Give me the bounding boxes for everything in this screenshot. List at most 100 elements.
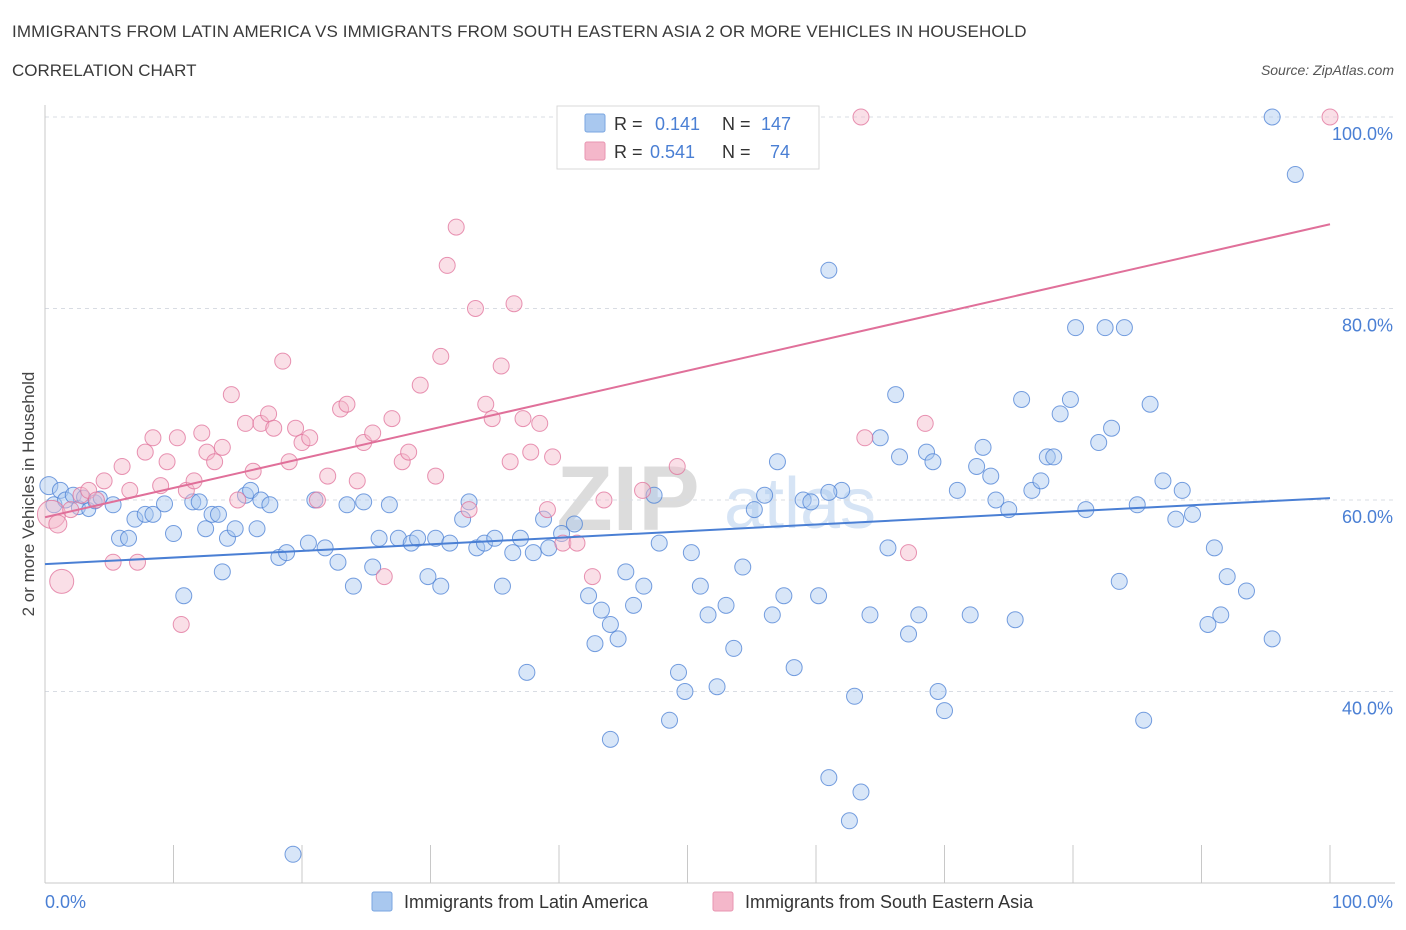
latin-america-point-103 (887, 386, 905, 404)
latin-america-point-58 (504, 544, 522, 562)
trend-line-latin-america (44, 497, 1331, 566)
latin-america-point-18 (175, 587, 193, 605)
latin-america-point-84 (725, 639, 743, 657)
south-eastern-asia-point-0 (36, 499, 66, 529)
latin-america-point-57 (493, 577, 511, 595)
latin-america-point-59 (511, 529, 529, 547)
stats-swatch-pink (584, 141, 606, 161)
south-eastern-asia-point-63 (544, 448, 562, 466)
latin-america-point-94 (810, 587, 828, 605)
south-eastern-asia-point-64 (554, 534, 572, 552)
south-eastern-asia-point-23 (213, 438, 231, 456)
latin-america-point-101 (871, 429, 889, 447)
south-eastern-asia-point-30 (265, 419, 283, 437)
south-eastern-asia-point-50 (438, 256, 456, 274)
latin-america-point-131 (1110, 572, 1128, 590)
stats-n-value-pink: 74 (770, 142, 790, 162)
south-eastern-asia-point-71 (900, 544, 918, 562)
south-eastern-asia-point-56 (492, 357, 510, 375)
latin-america-point-115 (982, 467, 1000, 485)
latin-america-point-47 (409, 529, 427, 547)
south-eastern-asia-point-7 (95, 472, 113, 490)
latin-america-point-83 (717, 596, 735, 614)
latin-america-point-110 (936, 702, 953, 720)
latin-america-point-113 (968, 457, 986, 475)
south-eastern-asia-point-29 (260, 405, 278, 423)
latin-america-point-96 (833, 481, 851, 499)
latin-america-point-145 (1263, 630, 1281, 648)
latin-america-point-135 (1141, 395, 1159, 413)
latin-america-point-76 (661, 711, 679, 729)
south-eastern-asia-point-54 (477, 395, 495, 413)
latin-america-point-40 (344, 577, 362, 595)
south-eastern-asia-point-2 (49, 568, 75, 594)
south-eastern-asia-point-44 (383, 410, 401, 428)
latin-america-point-90 (775, 587, 793, 605)
latin-america-point-66 (580, 587, 598, 605)
watermark-zip: ZIP (556, 448, 699, 550)
south-eastern-asia-point-24 (222, 386, 240, 404)
latin-america-point-34 (284, 845, 302, 863)
latin-america-point-42 (364, 558, 382, 576)
latin-america-point-39 (338, 496, 356, 514)
trend-line-south-eastern-asia (44, 223, 1331, 519)
latin-america-point-24 (213, 563, 231, 581)
south-eastern-asia-point-48 (427, 467, 445, 485)
south-eastern-asia-point-68 (634, 481, 652, 499)
latin-america-point-29 (248, 520, 266, 538)
south-eastern-asia-point-17 (172, 615, 190, 633)
latin-america-point-48 (419, 568, 437, 586)
south-eastern-asia-point-42 (364, 424, 382, 442)
latin-america-point-71 (617, 563, 635, 581)
latin-america-point-13 (126, 510, 144, 528)
latin-america-point-123 (1045, 448, 1063, 466)
series-latin-america (39, 108, 1304, 863)
stats-legend: R = 0.141 N = 147 R = 0.541 N = 74 (556, 105, 820, 170)
latin-america-point-136 (1154, 472, 1172, 490)
latin-america-point-79 (682, 544, 700, 562)
tick-labels: 100.0% 80.0% 60.0% 40.0% 0.0% 100.0% (45, 124, 1393, 912)
y-axis-label: 2 or more Vehicles in Household (19, 372, 38, 617)
latin-america-point-102 (879, 539, 897, 557)
latin-america-point-130 (1103, 419, 1121, 437)
latin-america-point-144 (1237, 582, 1255, 600)
stats-r-value-pink: 0.541 (650, 142, 695, 162)
south-eastern-asia-point-61 (531, 414, 549, 432)
latin-america-point-73 (635, 577, 653, 595)
south-eastern-asia-point-69 (668, 457, 686, 475)
latin-america-point-133 (1128, 496, 1146, 514)
latin-america-point-105 (900, 625, 918, 643)
latin-america-point-120 (1023, 481, 1041, 499)
latin-america-point-91 (785, 659, 803, 677)
x-tick-label-end: 100.0% (1332, 892, 1393, 912)
latin-america-point-11 (111, 529, 129, 547)
bottom-legend: Immigrants from Latin America Immigrants… (371, 891, 1034, 912)
latin-america-point-67 (586, 635, 604, 653)
latin-america-point-72 (625, 596, 643, 614)
latin-america-point-137 (1167, 510, 1185, 528)
latin-america-point-106 (910, 606, 928, 624)
south-eastern-asia-point-31 (274, 352, 292, 370)
latin-america-point-97 (840, 812, 858, 830)
south-eastern-asia-point-43 (375, 568, 393, 586)
latin-america-point-125 (1061, 390, 1079, 408)
y-tick-label-2: 60.0% (1342, 507, 1393, 527)
south-eastern-asia-point-51 (447, 218, 465, 236)
latin-america-point-63 (540, 539, 558, 557)
latin-america-point-89 (768, 453, 786, 471)
latin-america-point-35 (299, 534, 317, 552)
south-eastern-asia-point-36 (308, 491, 326, 509)
latin-america-point-134 (1135, 711, 1153, 729)
south-eastern-asia-point-37 (319, 467, 337, 485)
latin-america-point-22 (203, 505, 221, 523)
latin-america-point-116 (987, 491, 1005, 509)
trend-lines (44, 223, 1331, 566)
legend-swatch-south-eastern-asia (712, 891, 734, 912)
latin-america-point-122 (1038, 448, 1056, 466)
south-eastern-asia-point-11 (129, 553, 147, 571)
south-eastern-asia-point-26 (236, 414, 254, 432)
latin-america-point-52 (454, 510, 472, 528)
latin-america-point-61 (524, 544, 542, 562)
latin-america-point-147 (1263, 108, 1281, 126)
latin-america-point-95 (820, 769, 838, 787)
